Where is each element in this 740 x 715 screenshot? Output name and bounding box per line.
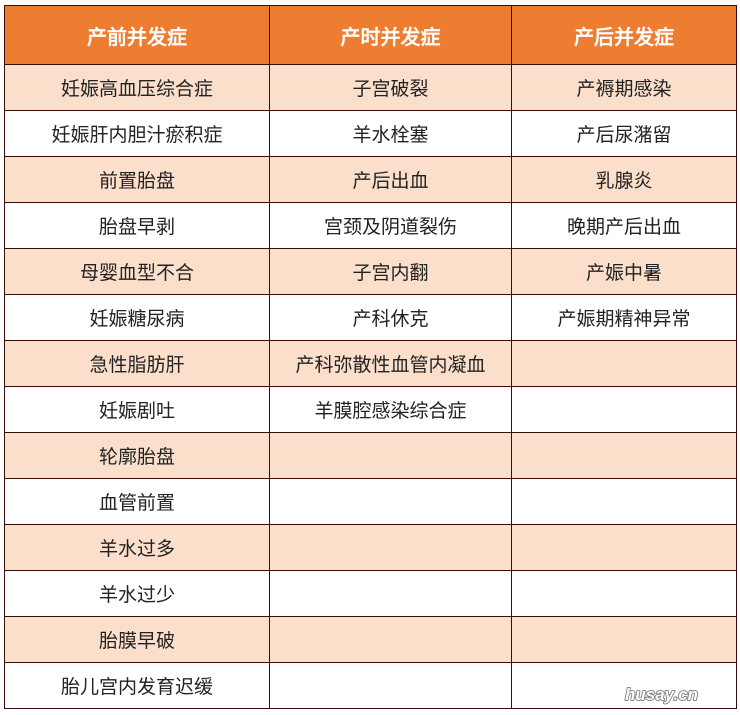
svg-text:husay.cn: husay.cn [625,685,698,704]
